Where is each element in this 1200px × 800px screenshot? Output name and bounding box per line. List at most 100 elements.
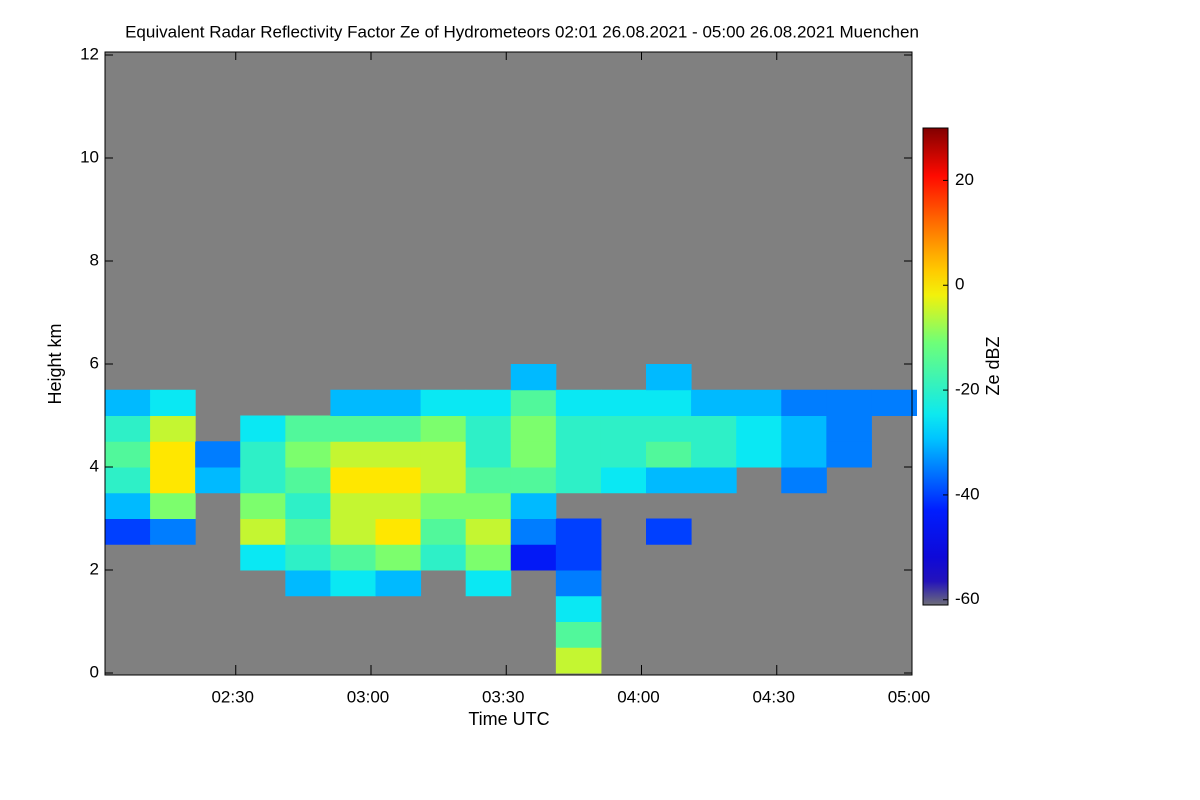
heat-cell <box>375 518 422 545</box>
heat-cell <box>420 415 467 442</box>
x-tick-label: 03:30 <box>482 687 525 706</box>
heat-cell <box>646 415 692 442</box>
heat-cell <box>555 441 602 468</box>
heat-cell <box>420 467 467 494</box>
heat-cell <box>195 467 241 494</box>
heat-cell <box>465 415 512 442</box>
colorbar-tick-label: -20 <box>955 380 980 399</box>
heat-cell <box>465 492 512 519</box>
heat-cell <box>465 441 512 468</box>
heat-cell <box>510 492 557 519</box>
x-tick-label: 05:00 <box>888 687 931 706</box>
heat-cell <box>646 441 692 468</box>
heat-cell <box>240 415 286 442</box>
heat-cell <box>150 467 196 494</box>
heat-cell <box>375 544 422 571</box>
heat-cell <box>240 544 286 571</box>
x-tick-label: 04:00 <box>617 687 660 706</box>
heat-cell <box>150 492 196 519</box>
heat-cell <box>465 570 512 597</box>
y-tick-label: 4 <box>90 456 99 475</box>
heat-cell <box>555 621 602 648</box>
heat-cell <box>600 415 647 442</box>
heat-cell <box>330 389 377 416</box>
heat-cell <box>285 441 331 468</box>
heat-cell <box>150 518 196 545</box>
heat-cell <box>105 415 151 442</box>
x-tick-label: 04:30 <box>752 687 795 706</box>
heat-cell <box>330 518 377 545</box>
heat-cell <box>330 544 377 571</box>
heat-cell <box>781 389 827 416</box>
heat-cell <box>375 389 422 416</box>
y-tick-label: 8 <box>90 250 99 269</box>
x-tick-label: 03:00 <box>347 687 390 706</box>
colorbar <box>922 127 949 606</box>
heat-cell <box>871 389 918 416</box>
heat-cell <box>375 492 422 519</box>
heat-cell <box>781 467 827 494</box>
heat-cell <box>150 415 196 442</box>
heat-cell <box>600 389 647 416</box>
heat-cell <box>465 467 512 494</box>
heat-cell <box>691 467 737 494</box>
heat-cell <box>420 492 467 519</box>
heat-cell <box>826 415 872 442</box>
heat-cell <box>781 441 827 468</box>
y-tick-label: 2 <box>90 559 99 578</box>
heat-cell <box>736 415 782 442</box>
heat-cell <box>465 518 512 545</box>
heat-cell <box>510 467 557 494</box>
heat-cell <box>285 570 331 597</box>
y-tick-label: 0 <box>90 662 99 681</box>
heat-cell <box>826 389 872 416</box>
x-tick-label: 02:30 <box>211 687 254 706</box>
heat-cell <box>375 467 422 494</box>
heat-cell <box>600 467 647 494</box>
heat-cell <box>420 518 467 545</box>
heat-cell <box>465 389 512 416</box>
heat-cell <box>736 441 782 468</box>
heat-cell <box>240 518 286 545</box>
heat-cell <box>691 441 737 468</box>
heat-cell <box>330 492 377 519</box>
heat-cell <box>555 544 602 571</box>
y-axis-label: Height km <box>45 323 65 404</box>
heat-cell <box>736 389 782 416</box>
y-tick-label: 10 <box>80 147 99 166</box>
heat-cell <box>555 467 602 494</box>
heat-cell <box>330 570 377 597</box>
heat-cell <box>555 647 602 674</box>
heat-cell <box>375 441 422 468</box>
chart-title: Equivalent Radar Reflectivity Factor Ze … <box>125 22 919 41</box>
heat-cell <box>510 441 557 468</box>
heat-cell <box>781 415 827 442</box>
heat-cell <box>330 441 377 468</box>
y-tick-label: 6 <box>90 353 99 372</box>
heat-cell <box>555 518 602 545</box>
heat-cell <box>555 415 602 442</box>
heat-cell <box>150 441 196 468</box>
heat-cell <box>285 518 331 545</box>
heat-cell <box>691 415 737 442</box>
heat-cell <box>150 389 196 416</box>
heat-cell <box>240 467 286 494</box>
colorbar-label: Ze dBZ <box>983 336 1003 395</box>
colorbar-tick-label: -60 <box>955 589 980 608</box>
heat-cell <box>555 570 602 597</box>
heat-cell <box>105 518 151 545</box>
heat-cell <box>420 389 467 416</box>
heat-cell <box>691 389 737 416</box>
heat-cell <box>285 492 331 519</box>
heat-cell <box>375 415 422 442</box>
y-tick-label: 12 <box>80 44 99 63</box>
heat-cell <box>510 415 557 442</box>
heat-cell <box>195 441 241 468</box>
heat-cell <box>646 364 692 391</box>
heat-cell <box>420 441 467 468</box>
colorbar-tick-label: 20 <box>955 170 974 189</box>
x-axis-label: Time UTC <box>468 709 549 729</box>
heat-cell <box>330 467 377 494</box>
heat-cell <box>646 467 692 494</box>
